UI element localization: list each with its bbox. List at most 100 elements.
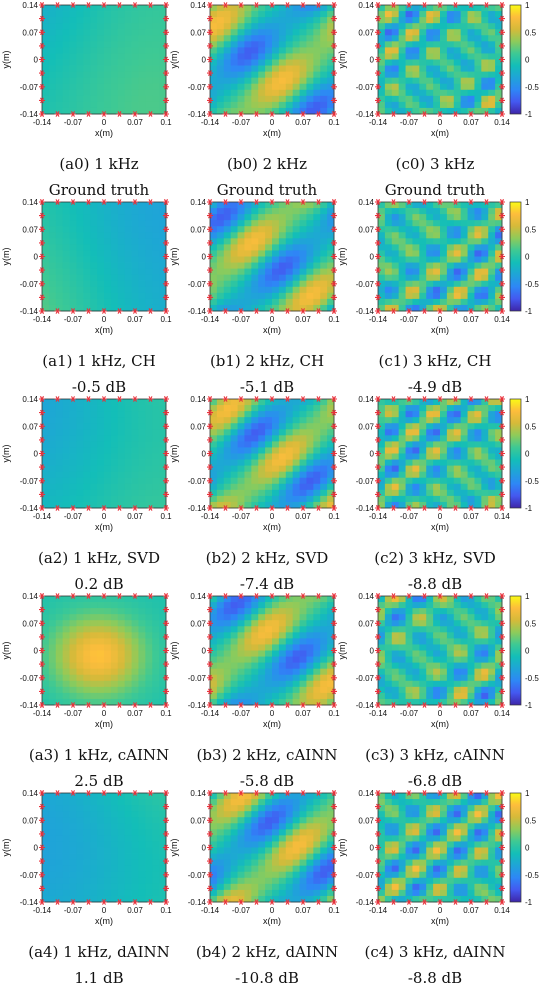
- sensor-marker: [406, 593, 412, 599]
- heatmap-cell: [495, 459, 503, 467]
- heatmap-cell: [138, 692, 146, 700]
- heatmap-cell: [419, 220, 427, 227]
- heatmap-cell: [278, 817, 287, 824]
- heatmap-cell: [90, 465, 98, 473]
- heatmap-cell: [453, 495, 462, 503]
- heatmap-cell: [83, 214, 91, 221]
- heatmap-cell: [110, 435, 119, 442]
- heatmap-cell: [426, 608, 434, 615]
- heatmap-cell: [272, 447, 280, 454]
- sensor-marker: [238, 593, 244, 599]
- heatmap-cell: [230, 698, 238, 706]
- heatmap-cell: [104, 835, 112, 842]
- heatmap-cell: [405, 674, 413, 682]
- heatmap-cell: [159, 101, 167, 109]
- heatmap-cell: [230, 471, 238, 479]
- heatmap-cell: [55, 841, 64, 848]
- heatmap-cell: [481, 662, 489, 670]
- heatmap-cell: [117, 865, 126, 873]
- heatmap-cell: [453, 680, 462, 688]
- heatmap-cell: [378, 638, 386, 645]
- heatmap-cell: [313, 256, 321, 263]
- heatmap-cell: [76, 471, 84, 479]
- heatmap-cell: [278, 107, 287, 115]
- heatmap-cell: [76, 59, 84, 66]
- heatmap-cell: [131, 83, 139, 91]
- heatmap-cell: [83, 405, 91, 412]
- heatmap-cell: [398, 35, 406, 42]
- heatmap-cell: [467, 250, 475, 257]
- heatmap-cell: [152, 214, 160, 221]
- heatmap-cell: [292, 698, 300, 706]
- heatmap-cell: [313, 89, 321, 97]
- heatmap-cell: [124, 280, 132, 288]
- heatmap-cell: [76, 304, 84, 312]
- heatmap-cell: [419, 53, 427, 60]
- heatmap-cell: [299, 423, 307, 430]
- heatmap-cell: [42, 286, 50, 294]
- sensor-marker: [253, 308, 260, 314]
- heatmap-cell: [210, 471, 218, 479]
- sensor-marker: [331, 308, 337, 314]
- heatmap-cell: [426, 399, 434, 406]
- heatmap-cell: [313, 811, 321, 818]
- heatmap-cell: [216, 95, 225, 103]
- heatmap-cell: [210, 674, 218, 682]
- heatmap-cell: [481, 495, 489, 503]
- heatmap-cell: [412, 53, 420, 60]
- heatmap-cell: [62, 865, 70, 873]
- heatmap-cell: [216, 405, 225, 412]
- sensor-marker: [499, 43, 505, 49]
- heatmap-cell: [453, 608, 462, 615]
- heatmap-cell: [419, 304, 427, 312]
- heatmap-cell: [83, 107, 91, 115]
- heatmap-cell: [216, 411, 225, 418]
- y-axis-label: y(m): [169, 51, 179, 69]
- heatmap-cell: [467, 47, 475, 54]
- heatmap-cell: [272, 435, 280, 442]
- heatmap-cell: [474, 602, 482, 609]
- y-axis-label: y(m): [1, 642, 11, 660]
- heatmap-cell: [391, 238, 400, 245]
- heatmap-cell: [55, 107, 64, 115]
- heatmap-cell: [398, 65, 406, 73]
- heatmap-cell: [76, 107, 84, 115]
- heatmap-cell: [265, 262, 273, 270]
- sensor-marker: [468, 111, 474, 117]
- heatmap-cell: [495, 11, 503, 18]
- heatmap-cell: [110, 41, 119, 48]
- heatmap-cell: [320, 805, 328, 812]
- heatmap-cell: [145, 817, 153, 824]
- heatmap-cell: [97, 817, 105, 824]
- heatmap-cell: [460, 65, 468, 73]
- heatmap-cell: [90, 214, 98, 221]
- sensor-marker: [452, 396, 459, 402]
- heatmap-cell: [384, 662, 393, 670]
- heatmap-cell: [488, 483, 496, 491]
- heatmap-cell: [426, 214, 434, 221]
- heatmap-cell: [299, 692, 307, 700]
- heatmap-cell: [467, 680, 475, 688]
- heatmap-cell: [145, 799, 153, 806]
- heatmap-cell: [237, 620, 245, 627]
- heatmap-cell: [265, 799, 273, 806]
- heatmap-cell: [110, 47, 119, 54]
- heatmap-cell: [145, 256, 153, 263]
- heatmap-cell: [55, 89, 64, 97]
- sensor-marker: [163, 647, 169, 654]
- sensor-marker: [331, 111, 337, 117]
- sensor-marker: [70, 396, 76, 402]
- heatmap-cell: [104, 83, 112, 91]
- heatmap-cell: [223, 268, 232, 276]
- heatmap-cell: [265, 411, 273, 418]
- heatmap-cell: [131, 232, 139, 239]
- heatmap-cell: [110, 244, 119, 251]
- y-axis-label: y(m): [1, 248, 11, 266]
- sensor-marker: [269, 308, 275, 314]
- heatmap-cell: [124, 483, 132, 491]
- heatmap-cell: [55, 596, 64, 603]
- sensor-marker: [499, 464, 505, 470]
- heatmap-cell: [258, 793, 266, 800]
- y-axis-label: y(m): [169, 642, 179, 660]
- heatmap-cell: [210, 465, 218, 473]
